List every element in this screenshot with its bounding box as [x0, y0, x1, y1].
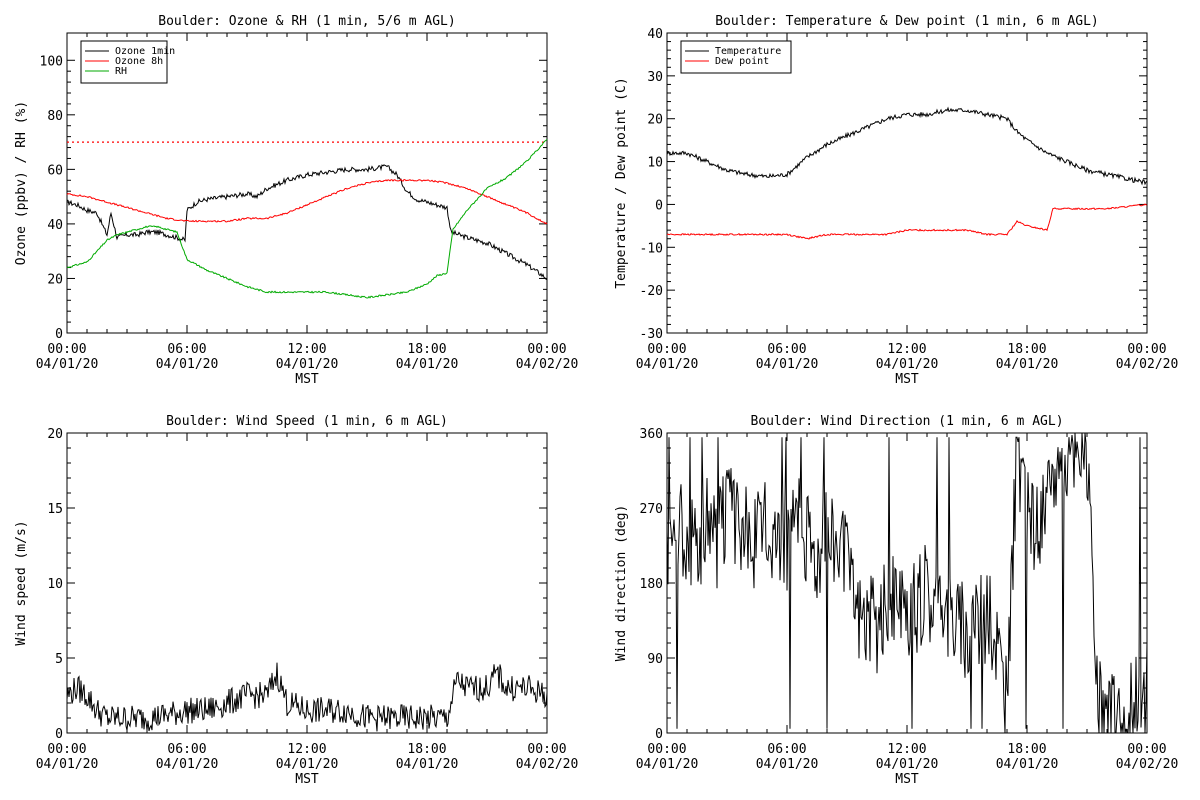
x-tick-label-date: 04/01/20 [636, 757, 699, 772]
x-tick-label-time: 06:00 [167, 342, 206, 357]
chart-title: Boulder: Wind Speed (1 min, 6 m AGL) [166, 414, 448, 429]
x-tick-label-time: 18:00 [1007, 742, 1046, 757]
chart-panel-3: Boulder: Wind Speed (1 min, 6 m AGL) Wind… [14, 414, 578, 787]
x-axis-label: MST [295, 372, 319, 387]
x-tick-label-date: 04/01/20 [876, 357, 939, 372]
y-tick-label: 0 [55, 727, 63, 742]
y-axis-label: Wind speed (m/s) [14, 520, 29, 645]
x-tick-label-date: 04/01/20 [276, 757, 339, 772]
x-tick-label-time: 00:00 [1127, 342, 1166, 357]
chart-title: Boulder: Ozone & RH (1 min, 5/6 m AGL) [158, 14, 455, 29]
x-axis-label: MST [895, 772, 919, 787]
x-tick-label-time: 00:00 [647, 342, 686, 357]
chart-title: Boulder: Wind Direction (1 min, 6 m AGL) [750, 414, 1063, 429]
x-tick-label-time: 18:00 [407, 742, 446, 757]
x-tick-label-date: 04/02/20 [516, 757, 579, 772]
y-tick-label: 5 [55, 652, 63, 667]
x-tick-label-time: 06:00 [767, 742, 806, 757]
chart-panel-2: Boulder: Temperature & Dew point (1 min,… [614, 14, 1178, 387]
y-axis-label: Ozone (ppbv) / RH (%) [14, 101, 29, 265]
legend-label: Dew point [715, 56, 769, 67]
y-tick-label: -20 [640, 284, 663, 299]
y-axis-label: Temperature / Dew point (C) [614, 77, 629, 288]
y-tick-label: 360 [640, 427, 663, 442]
x-tick-label-time: 00:00 [527, 342, 566, 357]
y-tick-label: 0 [655, 727, 663, 742]
x-tick-label-date: 04/01/20 [876, 757, 939, 772]
y-tick-label: 40 [647, 27, 663, 42]
y-tick-label: 20 [47, 427, 63, 442]
y-tick-label: 15 [47, 502, 63, 517]
plot-frame [666, 432, 1148, 734]
chart-panel-1: Boulder: Ozone & RH (1 min, 5/6 m AGL) Oz… [14, 14, 578, 387]
x-tick-label-date: 04/02/20 [1116, 357, 1179, 372]
y-tick-label: 80 [47, 109, 63, 124]
x-tick-label-date: 04/01/20 [396, 357, 459, 372]
legend-label: Ozone 1min [115, 46, 175, 57]
x-tick-label-time: 18:00 [407, 342, 446, 357]
x-axis-label: MST [895, 372, 919, 387]
series-line-ozone-1min [66, 164, 548, 281]
x-tick-label-time: 00:00 [47, 742, 86, 757]
x-tick-label-time: 06:00 [167, 742, 206, 757]
x-tick-label-time: 18:00 [1007, 342, 1046, 357]
y-tick-label: 30 [647, 70, 663, 85]
y-tick-label: 100 [40, 54, 63, 69]
series-line-temperature [666, 106, 1148, 186]
y-tick-label: 0 [655, 198, 663, 213]
y-tick-label: 90 [647, 652, 663, 667]
series-line-dew-point [666, 203, 1148, 240]
series-line-main [66, 662, 548, 732]
legend-box [680, 40, 792, 74]
legend-label: Ozone 8h [115, 56, 163, 67]
series-line-rh [66, 139, 548, 299]
x-tick-label-time: 00:00 [647, 742, 686, 757]
x-tick-label-time: 12:00 [287, 742, 326, 757]
y-tick-label: 10 [647, 156, 663, 171]
x-tick-label-date: 04/01/20 [396, 757, 459, 772]
legend-label: RH [115, 66, 127, 77]
x-tick-label-date: 04/01/20 [996, 357, 1059, 372]
x-tick-label-date: 04/01/20 [36, 357, 99, 372]
y-tick-label: 20 [647, 113, 663, 128]
x-tick-label-time: 12:00 [287, 342, 326, 357]
x-tick-label-time: 12:00 [887, 742, 926, 757]
x-tick-label-date: 04/01/20 [156, 757, 219, 772]
x-tick-label-time: 12:00 [887, 342, 926, 357]
x-tick-label-time: 06:00 [767, 342, 806, 357]
x-tick-label-date: 04/01/20 [996, 757, 1059, 772]
y-tick-label: -30 [640, 327, 663, 342]
x-tick-label-date: 04/01/20 [756, 757, 819, 772]
series-line-main [666, 432, 1148, 734]
chart-title: Boulder: Temperature & Dew point (1 min,… [715, 14, 1099, 29]
x-tick-label-date: 04/01/20 [156, 357, 219, 372]
x-tick-label-time: 00:00 [527, 742, 566, 757]
x-tick-label-date: 04/01/20 [276, 357, 339, 372]
x-tick-label-date: 04/01/20 [36, 757, 99, 772]
x-axis-label: MST [295, 772, 319, 787]
y-tick-label: 40 [47, 218, 63, 233]
x-tick-label-date: 04/02/20 [516, 357, 579, 372]
x-tick-label-time: 00:00 [1127, 742, 1166, 757]
y-axis-label: Wind direction (deg) [614, 505, 629, 662]
x-tick-label-date: 04/01/20 [636, 357, 699, 372]
x-tick-label-time: 00:00 [47, 342, 86, 357]
plot-frame [666, 32, 1148, 334]
y-tick-label: 20 [47, 272, 63, 287]
y-tick-label: 60 [47, 163, 63, 178]
chart-panel-4: Boulder: Wind Direction (1 min, 6 m AGL)… [614, 414, 1178, 787]
y-tick-label: 0 [55, 327, 63, 342]
x-tick-label-date: 04/02/20 [1116, 757, 1179, 772]
series-line-ozone-8h [66, 178, 548, 225]
legend-label: Temperature [715, 46, 781, 57]
y-tick-label: -10 [640, 241, 663, 256]
y-tick-label: 270 [640, 502, 663, 517]
x-tick-label-date: 04/01/20 [756, 357, 819, 372]
y-tick-label: 180 [640, 577, 663, 592]
y-tick-label: 10 [47, 577, 63, 592]
legend-box [80, 40, 168, 84]
